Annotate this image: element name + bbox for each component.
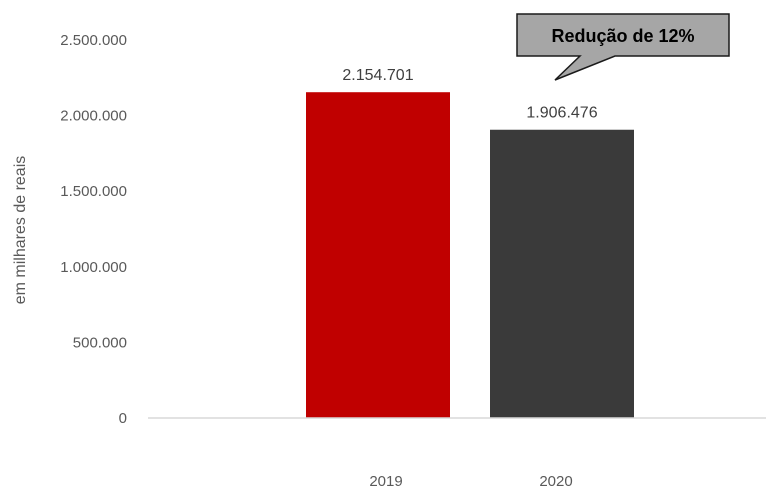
y-tick-label: 1.000.000 (60, 259, 127, 276)
data-label-2019: 2.154.701 (342, 67, 413, 84)
data-label-2020: 1.906.476 (526, 105, 597, 122)
x-tick-label-2019: 2019 (369, 473, 402, 489)
y-tick-label: 2.500.000 (60, 32, 127, 49)
bar-2020 (490, 129, 634, 418)
y-tick-label: 500.000 (73, 334, 127, 351)
y-axis-ticks: 0 500.000 1.000.000 1.500.000 2.000.000 2.500… (60, 32, 127, 427)
y-tick-label: 0 (119, 410, 127, 427)
y-tick-label: 2.000.000 (60, 108, 127, 125)
callout-text: Redução de 12% (551, 26, 694, 46)
bar-2019 (306, 92, 450, 419)
x-tick-label-2020: 2020 (539, 473, 572, 489)
y-tick-label: 1.500.000 (60, 183, 127, 200)
callout: Redução de 12% (516, 13, 730, 81)
x-axis-ticks: 2019 2020 (369, 473, 572, 489)
y-axis-label: em milhares de reais (12, 156, 29, 305)
bars: 2.154.701 1.906.476 (306, 67, 634, 419)
callout-box (516, 13, 730, 81)
